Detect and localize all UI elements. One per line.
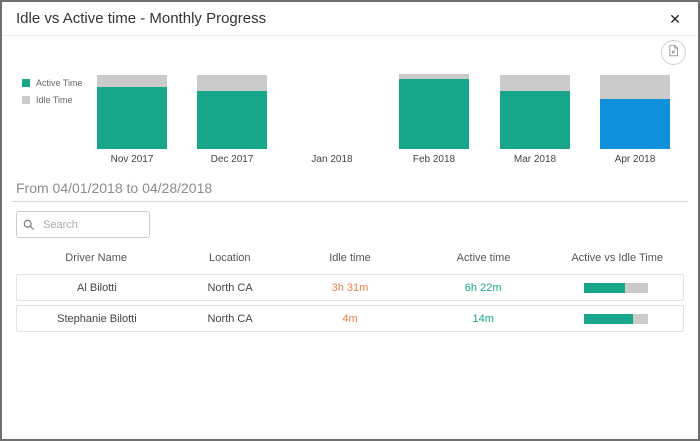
- active-fill: [584, 313, 633, 324]
- close-icon[interactable]: ✕: [669, 11, 681, 27]
- idle-segment[interactable]: [600, 75, 670, 99]
- chart-bar-dec-2017[interactable]: [197, 75, 267, 149]
- active-vs-idle-bar: [584, 282, 649, 293]
- chart-bar-apr-2018[interactable]: [600, 75, 670, 149]
- chart-month-label: Dec 2017: [210, 154, 254, 165]
- active-time-swatch: [22, 79, 30, 87]
- legend-label: Active Time: [36, 78, 83, 88]
- active-vs-idle-bar: [584, 313, 649, 324]
- chart-month-label: Jan 2018: [311, 154, 353, 165]
- active-time-cell: 14m: [472, 312, 494, 325]
- active-segment[interactable]: [197, 91, 267, 149]
- col-header-idle-time: Idle time: [329, 252, 371, 264]
- idle-segment[interactable]: [97, 75, 167, 87]
- drivers-table: Driver Name Location Idle time Active ti…: [16, 246, 684, 332]
- export-image-button[interactable]: [661, 40, 686, 65]
- location-cell: North CA: [207, 312, 253, 325]
- chart-bar-nov-2017[interactable]: [97, 75, 167, 149]
- monthly-progress-chart: Active Time Idle Time Nov 2017 Dec 2017 Ja…: [2, 36, 698, 168]
- search-icon: [23, 219, 35, 231]
- idle-segment[interactable]: [197, 75, 267, 91]
- legend-item-active-time[interactable]: Active Time: [22, 78, 83, 88]
- active-segment[interactable]: [500, 91, 570, 149]
- active-fill: [584, 282, 626, 293]
- export-image-icon: [667, 44, 680, 62]
- chart-bar-mar-2018[interactable]: [500, 75, 570, 149]
- legend-label: Idle Time: [36, 95, 73, 105]
- chart-month-label: Nov 2017: [110, 154, 154, 165]
- col-header-active-time: Active time: [456, 252, 511, 264]
- chart-month-label: Mar 2018: [513, 154, 557, 165]
- active-vs-idle-cell: [550, 282, 683, 293]
- table-header-row: Driver Name Location Idle time Active ti…: [16, 246, 684, 270]
- active-segment[interactable]: [600, 99, 670, 149]
- table-row[interactable]: Stephanie Bilotti North CA 4m 14m: [16, 305, 684, 332]
- chart-month-label: Feb 2018: [412, 154, 456, 165]
- idle-time-cell: 3h 31m: [331, 281, 369, 294]
- search-input[interactable]: [41, 217, 143, 232]
- col-header-active-vs-idle: Active vs Idle Time: [571, 252, 664, 264]
- location-cell: North CA: [207, 281, 253, 294]
- col-header-location: Location: [208, 252, 251, 264]
- idle-segment[interactable]: [500, 75, 570, 91]
- active-segment[interactable]: [399, 79, 469, 149]
- dialog-title: Idle vs Active time - Monthly Progress: [16, 10, 267, 27]
- active-vs-idle-cell: [550, 313, 683, 324]
- active-segment[interactable]: [97, 87, 167, 149]
- active-time-cell: 6h 22m: [464, 281, 502, 294]
- driver-name-cell: Al Bilotti: [77, 281, 117, 294]
- idle-time-swatch: [22, 96, 30, 104]
- idle-time-cell: 4m: [342, 312, 358, 325]
- search-box[interactable]: [16, 211, 150, 238]
- col-header-driver-name: Driver Name: [65, 252, 128, 264]
- legend-item-idle-time[interactable]: Idle Time: [22, 95, 83, 105]
- chart-legend: Active Time Idle Time: [22, 78, 83, 112]
- idle-segment[interactable]: [399, 74, 469, 79]
- dialog-titlebar: Idle vs Active time - Monthly Progress ✕: [2, 2, 698, 36]
- period-label: From 04/01/2018 to 04/28/2018: [16, 180, 213, 196]
- section-divider: [12, 201, 688, 202]
- chart-bar-feb-2018[interactable]: [399, 74, 469, 149]
- table-row[interactable]: Al Bilotti North CA 3h 31m 6h 22m: [16, 274, 684, 301]
- driver-name-cell: Stephanie Bilotti: [57, 312, 137, 325]
- chart-month-label: Apr 2018: [614, 154, 656, 165]
